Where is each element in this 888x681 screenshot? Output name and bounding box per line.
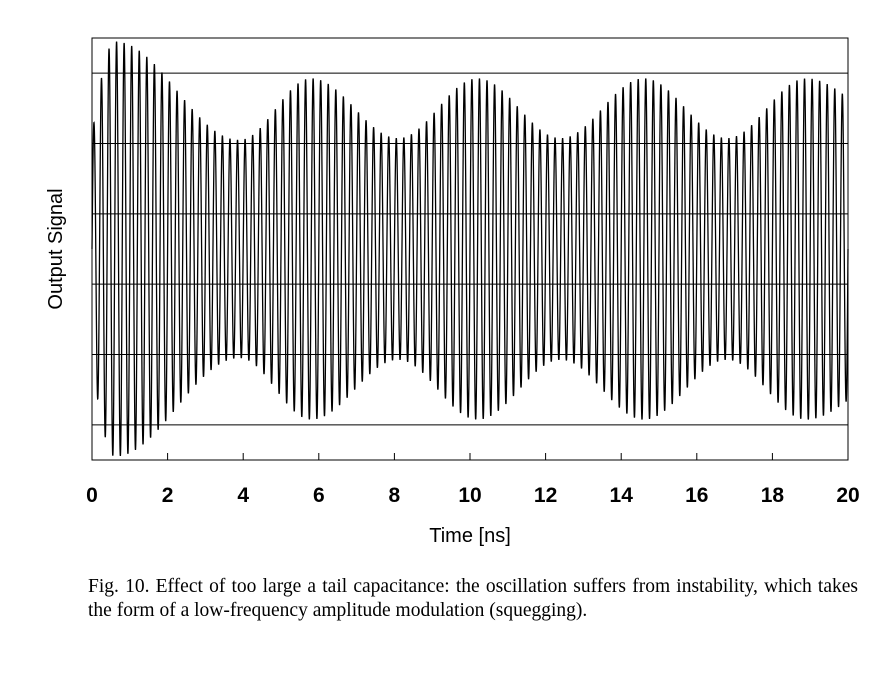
- x-tick-label: 10: [458, 484, 481, 507]
- x-tick-label: 6: [313, 484, 325, 507]
- x-tick-label: 20: [836, 484, 859, 507]
- x-axis-ticks: 0 2 4 6 8 10 12 14 16 18 20: [86, 453, 860, 507]
- x-tick-label: 8: [389, 484, 401, 507]
- series-line: [91, 41, 849, 457]
- x-tick-label: 14: [610, 484, 634, 507]
- figure-caption: Fig. 10. Effect of too large a tail capa…: [88, 576, 858, 621]
- x-tick-label: 16: [685, 484, 708, 507]
- x-tick-label: 12: [534, 484, 557, 507]
- x-tick-label: 2: [162, 484, 174, 507]
- x-tick-label: 18: [761, 484, 785, 507]
- chart: 0 2 4 6 8 10 12 14 16 18 20 Time [ns] Output Signa…: [45, 37, 860, 547]
- y-axis-label: Output Signal: [45, 188, 67, 309]
- x-axis-label: Time [ns]: [429, 525, 511, 547]
- x-tick-label: 0: [86, 484, 98, 507]
- x-tick-label: 4: [237, 484, 249, 507]
